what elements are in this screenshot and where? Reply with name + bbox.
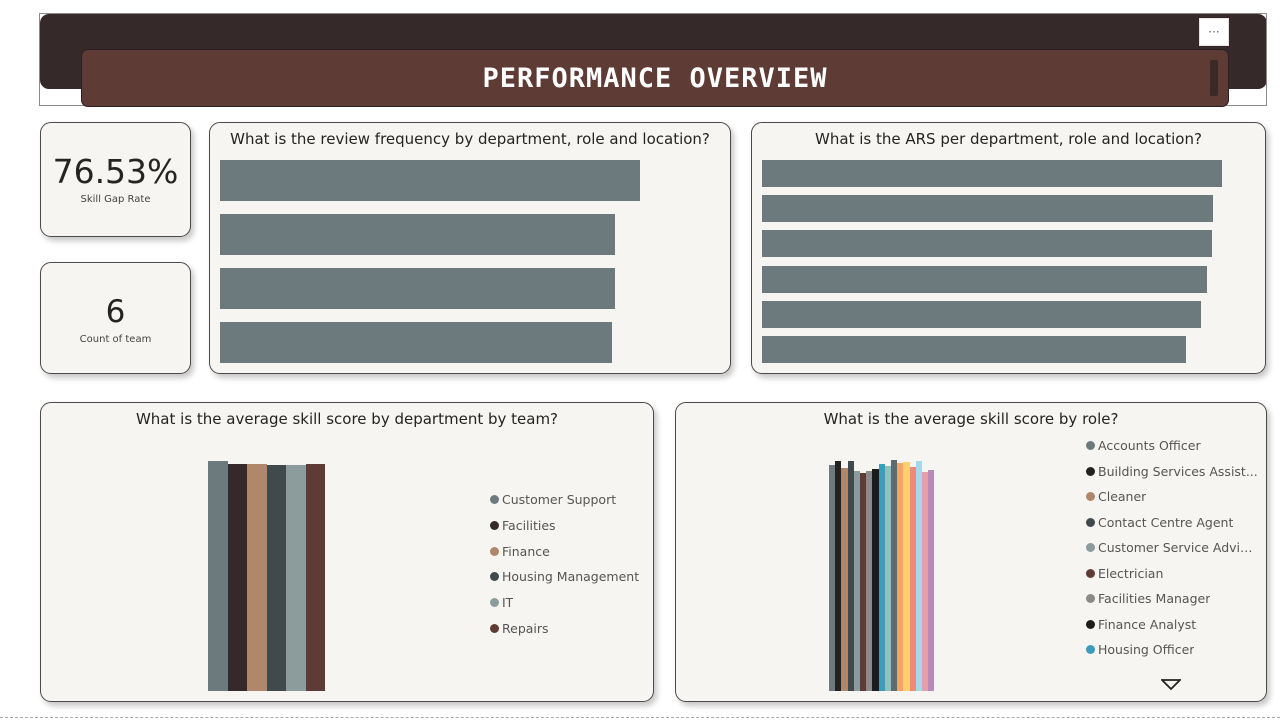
ars-chart-card[interactable]: What is the ARS per department, role and… [751,122,1266,374]
team-skill-bar-5[interactable] [286,464,306,691]
ars-bar-5[interactable] [762,300,1201,328]
legend-dot-icon [1086,594,1095,603]
legend-label: Finance [502,543,550,559]
header-scrollbar[interactable] [1210,60,1218,96]
role-skill-chart-card[interactable]: What is the average skill score by role?… [675,402,1267,702]
ars-bar-4[interactable] [762,265,1207,293]
legend-dot-icon [1086,645,1095,654]
legend-label: Accounts Officer [1098,438,1201,453]
legend-dot-icon [490,624,499,633]
ars-bar-2[interactable] [762,195,1213,223]
legend-item[interactable]: Cleaner [1086,489,1146,504]
legend-dot-icon [1086,568,1095,578]
ars-bar-6[interactable] [762,336,1187,363]
role-skill-bar-9[interactable] [878,463,885,691]
page-bottom-border [0,717,1280,718]
review-frequency-chart-title: What is the review frequency by departme… [230,130,710,148]
legend-scroll-down-icon[interactable] [1161,679,1181,691]
team-skill-chart-title: What is the average skill score by depar… [135,410,559,428]
review-frequency-bar-1[interactable] [220,160,640,201]
legend-dot-icon [490,495,499,504]
legend-item[interactable]: Facilities Manager [1086,591,1210,606]
legend-label: Customer Service Advis... [1098,540,1258,555]
legend-dot-icon [1086,466,1095,476]
legend-dot-icon [490,598,499,608]
review-frequency-bar-2[interactable] [220,214,615,255]
role-skill-bar-7[interactable] [866,470,873,691]
legend-item[interactable]: Housing Officer [1086,642,1194,657]
role-skill-bar-13[interactable] [903,461,910,691]
legend-item[interactable]: Facilities [490,518,556,533]
role-skill-bar-3[interactable] [841,467,848,691]
legend-item[interactable]: Customer Service Advis... [1086,540,1258,555]
legend-item[interactable]: Finance [490,544,550,559]
legend-dot-icon [490,520,499,530]
legend-label: Customer Support [502,492,617,507]
role-skill-bar-14[interactable] [909,466,916,691]
role-skill-bar-16[interactable] [922,472,929,691]
role-skill-bar-17[interactable] [928,469,935,691]
legend-label: Repairs [502,621,549,636]
legend-label: IT [502,595,514,611]
legend-label: Contact Centre Agent [1098,514,1234,530]
legend-item[interactable]: Repairs [490,621,549,636]
kpi-value-skill-gap: 76.53% [52,151,179,191]
team-skill-bar-3[interactable] [247,463,267,691]
review-frequency-chart-card[interactable]: What is the review frequency by departme… [209,122,731,374]
role-skill-bar-4[interactable] [847,461,854,691]
team-skill-bar-2[interactable] [227,463,247,691]
more-options-icon: ··· [1208,25,1220,39]
kpi-card-team-count[interactable]: 6 Count of team [40,262,191,374]
team-skill-chart-card[interactable]: What is the average skill score by depar… [40,402,654,702]
review-frequency-bar-4[interactable] [220,322,612,363]
role-skill-bar-5[interactable] [853,470,860,691]
legend-dot-icon [1086,517,1095,527]
kpi-card-skill-gap[interactable]: 76.53% Skill Gap Rate [40,122,191,237]
more-options-button[interactable]: ··· [1199,18,1229,46]
legend-label: Facilities Manager [1098,591,1211,606]
review-frequency-bar-3[interactable] [220,268,615,309]
ars-bar-3[interactable] [762,230,1213,258]
legend-item[interactable]: Customer Support [490,492,616,507]
role-skill-bar-8[interactable] [872,469,879,691]
legend-label: Electrician [1098,565,1164,581]
legend-label: Cleaner [1098,489,1147,504]
legend-dot-icon [490,572,499,582]
ars-chart-title: What is the ARS per department, role and… [815,130,1202,148]
ars-bar-1[interactable] [762,160,1222,187]
legend-label: Facilities [502,517,556,533]
kpi-value-team-count: 6 [105,294,126,330]
page-title: PERFORMANCE OVERVIEW [482,62,828,94]
legend-label: Housing Management [502,569,640,585]
role-skill-bar-2[interactable] [835,461,842,691]
legend-item[interactable]: Electrician [1086,566,1163,581]
kpi-label-skill-gap: Skill Gap Rate [80,193,151,205]
team-skill-bar-4[interactable] [266,464,286,691]
legend-item[interactable]: Contact Centre Agent [1086,515,1233,530]
kpi-label-team-count: Count of team [79,334,152,345]
legend-dot-icon [490,546,499,556]
role-skill-chart-title: What is the average skill score by role? [823,410,1119,428]
legend-item[interactable]: Accounts Officer [1086,438,1201,453]
legend-dot-icon [1086,619,1095,629]
role-skill-bar-10[interactable] [884,466,891,691]
legend-label: Finance Analyst [1098,616,1197,632]
legend-dot-icon [1086,492,1095,501]
role-skill-bar-1[interactable] [829,464,836,691]
legend-dot-icon [1086,441,1095,450]
legend-label: Building Services Assist... [1098,463,1258,479]
legend-dot-icon [1086,543,1095,552]
team-skill-bar-6[interactable] [305,463,325,691]
role-skill-bar-6[interactable] [860,472,867,691]
role-skill-bar-11[interactable] [891,460,898,691]
legend-item[interactable]: Finance Analyst [1086,617,1196,632]
legend-item[interactable]: IT [490,595,513,610]
legend-item[interactable]: Building Services Assist... [1086,464,1258,479]
header-banner: PERFORMANCE OVERVIEW [81,49,1229,107]
legend-label: Housing Officer [1098,642,1195,657]
legend-item[interactable]: Housing Management [490,569,639,584]
role-skill-bar-15[interactable] [915,461,922,691]
role-skill-bar-12[interactable] [897,463,904,691]
team-skill-bar-1[interactable] [208,461,228,691]
